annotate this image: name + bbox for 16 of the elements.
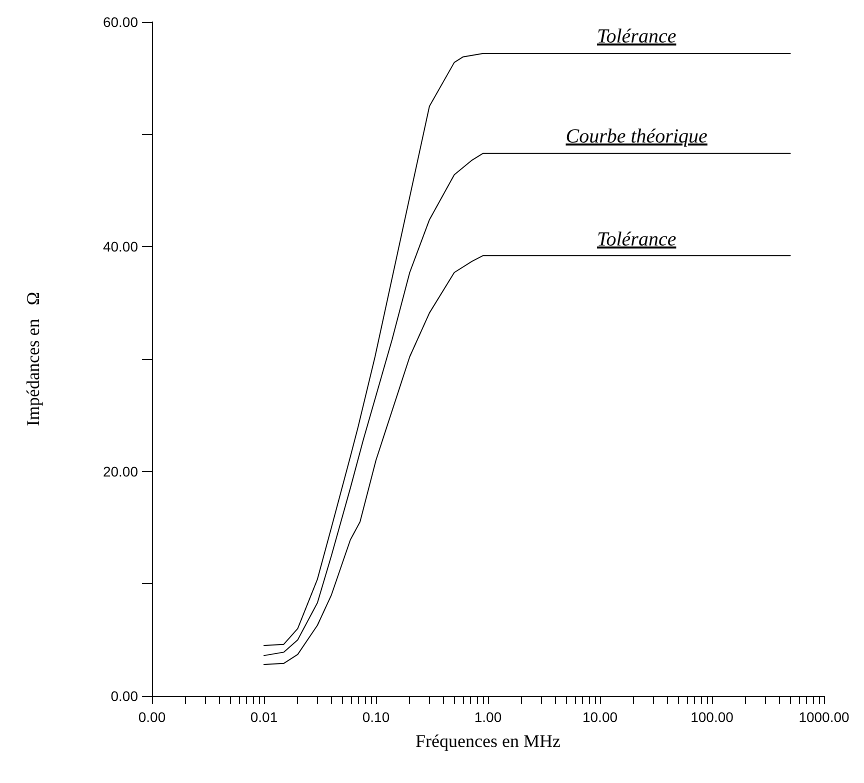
x-tick-label: 10.00 [582,709,618,725]
x-tick-label: 0.10 [362,709,390,725]
y-tick-label: 60.00 [102,14,138,30]
x-tick-label: 100.00 [690,709,734,725]
x-tick-label: 1000.00 [798,709,850,725]
x-tick-label: 1.00 [474,709,502,725]
y-tick-label: 40.00 [102,238,138,255]
x-tick-label: 0.00 [138,709,166,725]
x-tick-label: 0.01 [250,709,278,725]
annotation: Courbe théorique [566,126,708,149]
y-tick-label: 20.00 [102,463,138,480]
y-axis-title: Impédances en Ω [23,292,43,426]
annotation: Tolérance [596,26,676,49]
annotation: Tolérance [596,228,676,252]
x-axis-title: Fréquences en MHz [416,731,560,751]
y-tick-label: 0.00 [110,688,138,704]
